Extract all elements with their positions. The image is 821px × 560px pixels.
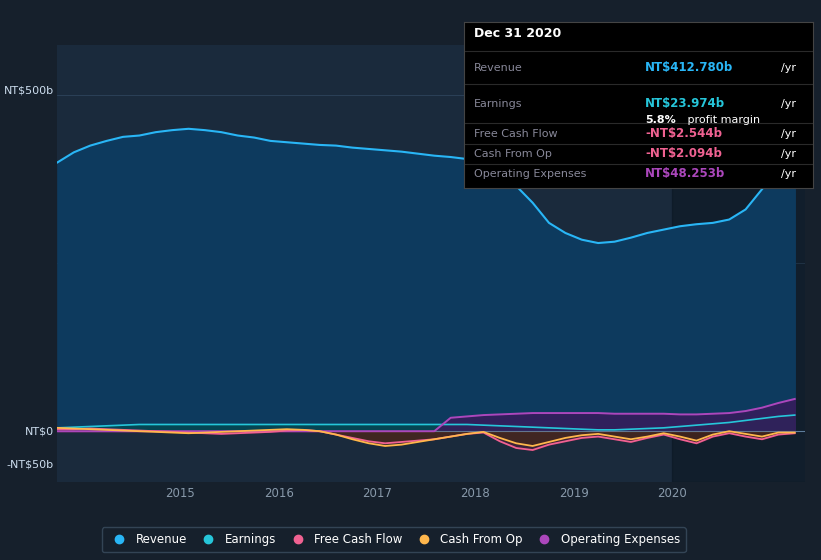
Text: -NT$50b: -NT$50b [7, 460, 53, 470]
Text: NT$500b: NT$500b [3, 85, 53, 95]
Text: /yr: /yr [782, 129, 796, 138]
Text: NT$0: NT$0 [25, 426, 53, 436]
Text: NT$412.780b: NT$412.780b [645, 62, 733, 74]
Legend: Revenue, Earnings, Free Cash Flow, Cash From Op, Operating Expenses: Revenue, Earnings, Free Cash Flow, Cash … [102, 528, 686, 552]
Text: Cash From Op: Cash From Op [475, 149, 553, 158]
Text: -NT$2.544b: -NT$2.544b [645, 127, 722, 140]
Text: Earnings: Earnings [475, 99, 523, 109]
Text: profit margin: profit margin [684, 115, 759, 125]
Text: /yr: /yr [782, 169, 796, 179]
Text: /yr: /yr [782, 99, 796, 109]
Text: NT$23.974b: NT$23.974b [645, 97, 726, 110]
Text: 5.8%: 5.8% [645, 115, 676, 125]
Text: Revenue: Revenue [475, 63, 523, 73]
Text: /yr: /yr [782, 149, 796, 158]
Text: Dec 31 2020: Dec 31 2020 [475, 27, 562, 40]
Text: NT$48.253b: NT$48.253b [645, 167, 726, 180]
Text: -NT$2.094b: -NT$2.094b [645, 147, 722, 160]
Bar [672, 45, 821, 482]
Text: Free Cash Flow: Free Cash Flow [475, 129, 558, 138]
Text: /yr: /yr [782, 63, 796, 73]
Text: Operating Expenses: Operating Expenses [475, 169, 587, 179]
